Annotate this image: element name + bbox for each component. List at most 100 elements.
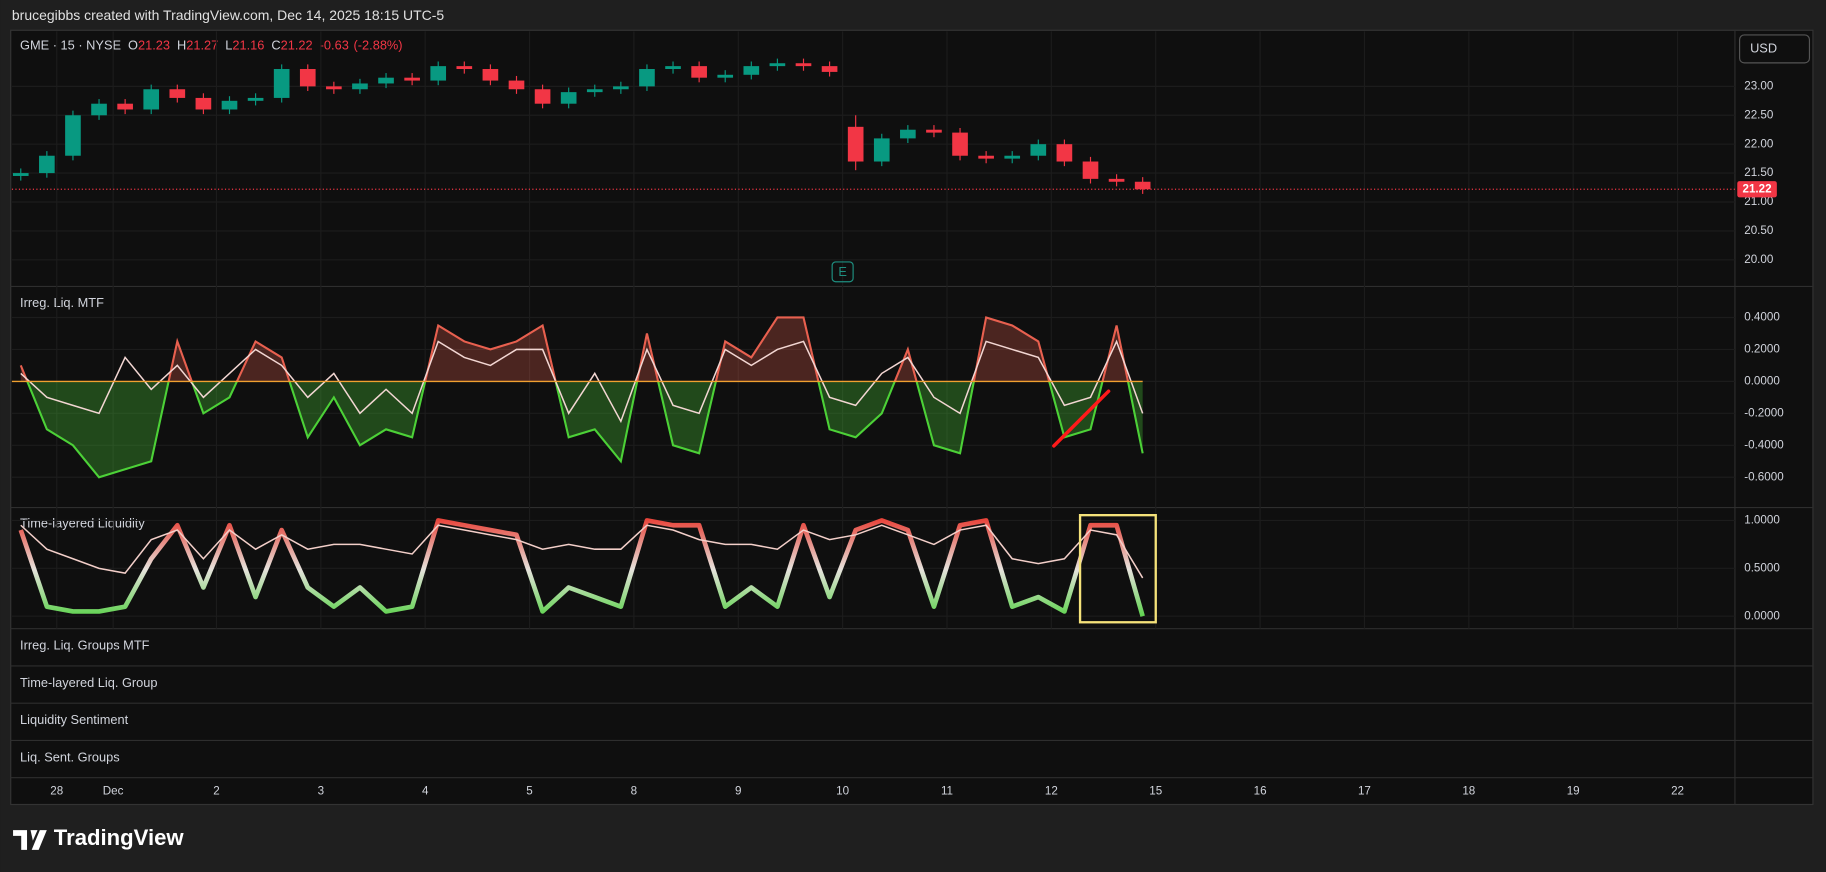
x-tick-label: 11 — [941, 785, 953, 798]
y-tick-label: 0.5000 — [1744, 561, 1780, 574]
y-tick-label: 22.00 — [1744, 137, 1774, 150]
currency-button[interactable] — [1739, 34, 1811, 64]
x-tick-label: 16 — [1254, 785, 1267, 798]
x-tick-label: 28 — [50, 785, 63, 798]
line — [20, 339, 1144, 424]
candle-body — [586, 89, 603, 93]
last-price-label: 21.22 — [1743, 182, 1772, 195]
candle-body — [743, 66, 760, 75]
x-tick-label: 18 — [1462, 785, 1475, 798]
ohlc-value: 21.16 — [232, 38, 264, 53]
x-tick-label: 19 — [1567, 785, 1580, 798]
ohlc-key: C — [271, 38, 280, 53]
candle-body — [717, 74, 734, 78]
candle-body — [482, 69, 499, 81]
candle-body — [639, 69, 655, 87]
x-tick-label: 2 — [213, 785, 219, 798]
logo-icon — [13, 830, 47, 850]
x-tick-label: 22 — [1671, 785, 1684, 798]
y-tick-label: 0.2000 — [1744, 343, 1780, 356]
ohlc-value: 21.22 — [281, 38, 313, 53]
candle-body — [273, 69, 290, 98]
y-tick-label: 20.00 — [1744, 253, 1774, 266]
change: -0.63 — [320, 38, 349, 53]
line — [18, 518, 1145, 617]
user-trend-line — [1052, 389, 1111, 448]
candle-body — [926, 129, 942, 133]
candle-body — [430, 66, 447, 81]
candle-body — [1004, 155, 1021, 159]
candle-body — [404, 77, 420, 81]
candle-body — [534, 89, 551, 104]
ohlc-value: 21.27 — [186, 38, 218, 53]
panel-title: Irreg. Liq. MTF — [20, 295, 104, 310]
x-tick-label: 15 — [1149, 785, 1162, 798]
candle-body — [169, 89, 186, 98]
y-tick-label: 0.0000 — [1744, 374, 1780, 387]
currency-label[interactable]: USD — [1750, 40, 1777, 55]
x-tick-label: 4 — [422, 785, 429, 798]
y-tick-label: 23.00 — [1744, 79, 1774, 92]
candle-body — [821, 66, 838, 72]
candle-body — [1134, 181, 1151, 190]
candle-body — [117, 103, 133, 110]
candle-body — [1082, 161, 1099, 179]
price-header: GME · 15 · NYSE O21.23 H21.27 L21.16 C21.22-… — [20, 38, 403, 53]
candle-body — [900, 129, 916, 139]
candle-body — [691, 66, 707, 78]
y-tick-label: -0.4000 — [1744, 438, 1784, 451]
ohlc-value: 21.23 — [138, 38, 170, 53]
ohlc-key: H — [177, 38, 186, 53]
x-tick-label: Dec — [103, 785, 124, 798]
symbol: GME · 15 · NYSE — [20, 38, 121, 53]
y-tick-label: 0.4000 — [1744, 311, 1780, 324]
y-tick-label: 1.0000 — [1744, 514, 1780, 527]
change-percent: (-2.88%) — [354, 38, 403, 53]
y-tick-label: -0.6000 — [1744, 470, 1784, 483]
panel-title: Liq. Sent. Groups — [20, 749, 120, 764]
candle-body — [91, 103, 107, 116]
y-tick-label: 20.50 — [1744, 224, 1774, 237]
ohlc-key: O — [128, 38, 138, 53]
panel-title: Time-layered Liq. Group — [20, 675, 158, 690]
area-negative — [27, 381, 1143, 478]
x-tick-label: 12 — [1045, 785, 1058, 798]
candle-body — [978, 155, 994, 159]
candle-body — [665, 66, 681, 70]
x-tick-label: 9 — [735, 785, 741, 798]
candle-body — [12, 173, 29, 176]
y-tick-label: 22.50 — [1744, 108, 1774, 121]
x-tick-label: 5 — [526, 785, 532, 798]
last-price-badge — [1737, 181, 1777, 198]
candle-body — [1030, 144, 1047, 156]
candle-body — [456, 66, 473, 70]
candle-body — [508, 80, 525, 90]
x-tick-label: 10 — [836, 785, 849, 798]
candle-body — [847, 126, 864, 162]
candle-body — [873, 138, 890, 162]
ohlc-key: L — [225, 38, 232, 53]
candle-body — [795, 63, 812, 67]
candle-body — [299, 69, 316, 87]
y-tick-label: -0.2000 — [1744, 406, 1784, 419]
plot-layer: 28 Dec 2 3 4 5 8 9 10 11 12 15 16 17 18 19 22 20.00 20.50 2… — [11, 31, 1784, 798]
candle-body — [247, 97, 264, 101]
candle-body — [560, 92, 577, 104]
candle-body — [143, 89, 160, 110]
candle-body — [952, 132, 968, 156]
candle-body — [1108, 178, 1125, 182]
candle-body — [613, 86, 629, 90]
y-tick-label: 21.00 — [1744, 195, 1774, 208]
panel-title: Time-layered Liquidity — [20, 515, 145, 530]
banner: brucegibbs created with TradingView.com,… — [12, 7, 444, 23]
candle-body — [378, 77, 394, 84]
user-highlight-box — [1078, 514, 1157, 624]
logo-text: TradingView — [54, 825, 185, 850]
area-positive — [20, 317, 1143, 382]
x-tick-label: 17 — [1358, 785, 1371, 798]
candle-body — [39, 155, 55, 174]
earnings-marker — [831, 261, 854, 283]
panel-title: Irreg. Liq. Groups MTF — [20, 638, 150, 653]
